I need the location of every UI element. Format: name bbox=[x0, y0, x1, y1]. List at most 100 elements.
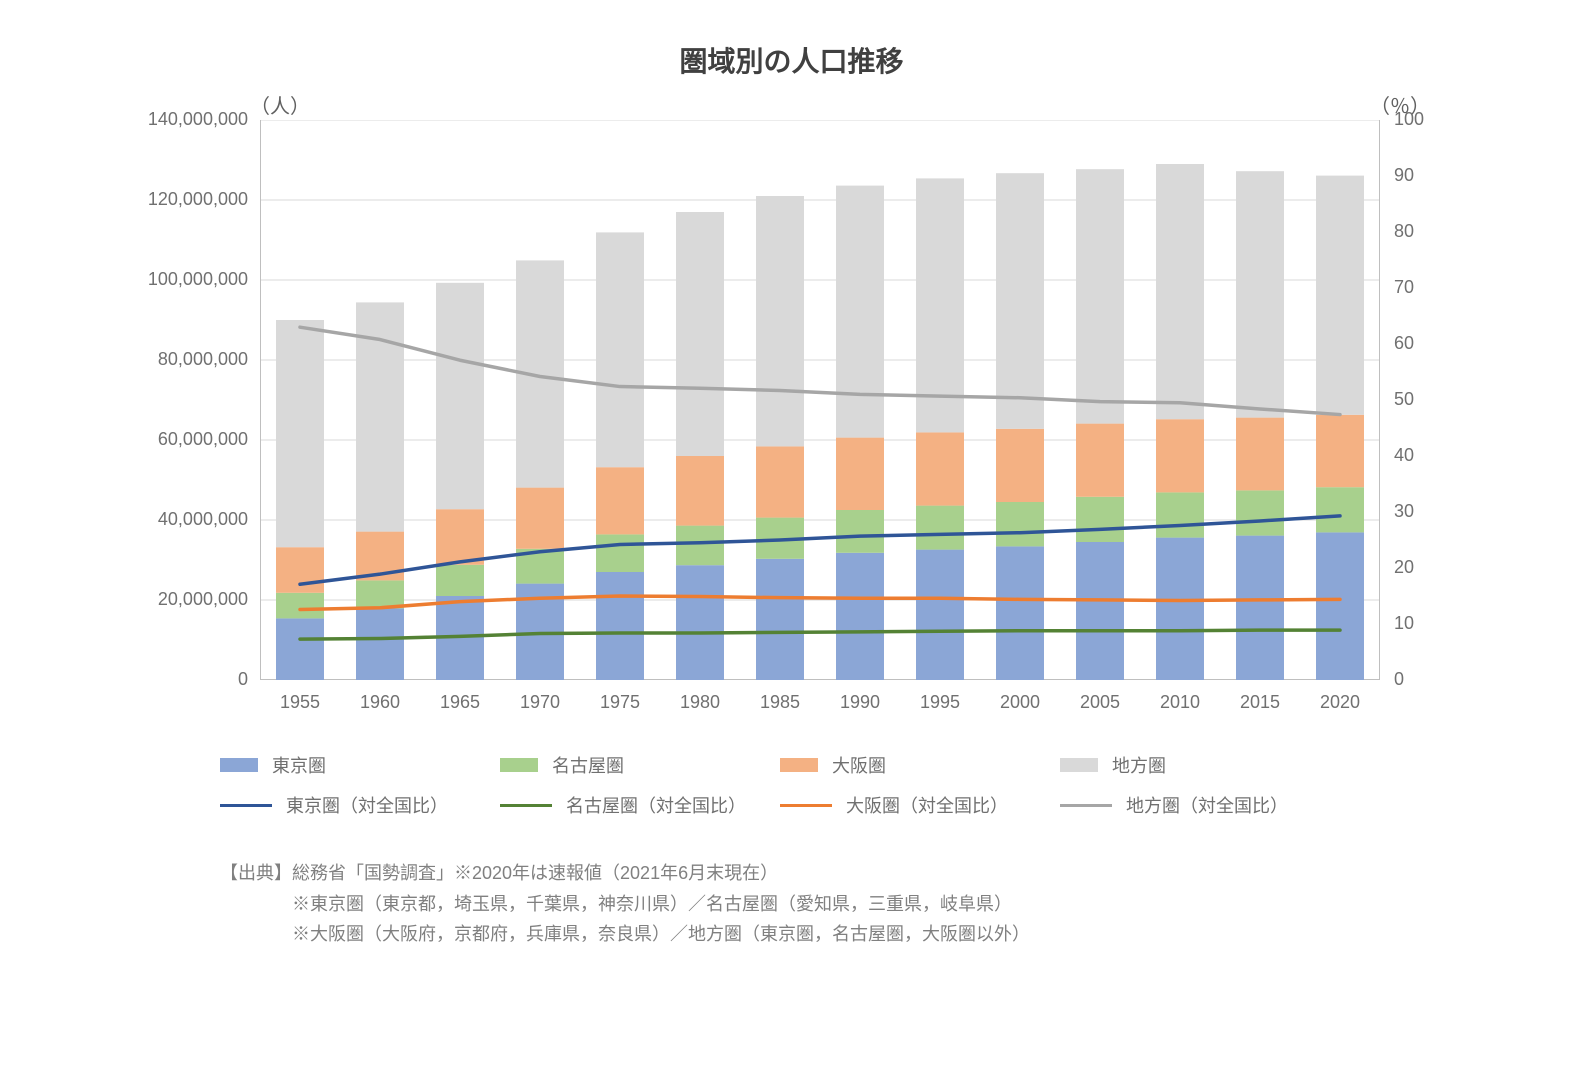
ytick-left: 120,000,000 bbox=[148, 189, 248, 210]
ytick-right: 100 bbox=[1394, 109, 1424, 130]
legend-swatch bbox=[500, 758, 538, 772]
bar-chihou bbox=[1316, 176, 1364, 415]
xtick: 1990 bbox=[840, 692, 880, 713]
ytick-right: 20 bbox=[1394, 557, 1414, 578]
bar-nagoya bbox=[1076, 497, 1124, 542]
legend-item-bar: 名古屋圏 bbox=[500, 752, 780, 778]
bar-osaka bbox=[516, 488, 564, 549]
bar-nagoya bbox=[1316, 487, 1364, 532]
legend: 東京圏 名古屋圏 大阪圏 地方圏 東京圏（対全国比） 名古屋圏（対全国比） 大阪圏（対全国… bbox=[220, 752, 1483, 818]
legend-swatch-line bbox=[1060, 804, 1112, 807]
xtick: 2005 bbox=[1080, 692, 1120, 713]
bar-nagoya bbox=[1236, 490, 1284, 535]
xtick: 2020 bbox=[1320, 692, 1360, 713]
bar-tokyo bbox=[836, 553, 884, 680]
ytick-left: 60,000,000 bbox=[158, 429, 248, 450]
source-notes: 【出典】総務省「国勢調査」※2020年は速報値（2021年6月末現在） ※東京圏… bbox=[220, 858, 1483, 950]
bar-osaka bbox=[1076, 424, 1124, 497]
legend-swatch bbox=[220, 758, 258, 772]
xtick: 1970 bbox=[520, 692, 560, 713]
bar-nagoya bbox=[596, 534, 644, 572]
bar-tokyo bbox=[1156, 538, 1204, 680]
legend-label: 地方圏（対全国比） bbox=[1126, 792, 1288, 818]
xtick: 1975 bbox=[600, 692, 640, 713]
ytick-right: 40 bbox=[1394, 445, 1414, 466]
legend-label: 東京圏（対全国比） bbox=[286, 792, 448, 818]
ytick-left: 140,000,000 bbox=[148, 109, 248, 130]
ytick-left: 80,000,000 bbox=[158, 349, 248, 370]
ytick-left: 0 bbox=[238, 669, 248, 690]
ytick-right: 90 bbox=[1394, 165, 1414, 186]
bar-chihou bbox=[1076, 169, 1124, 423]
bar-osaka bbox=[436, 509, 484, 565]
bar-tokyo bbox=[756, 559, 804, 680]
ytick-right: 10 bbox=[1394, 613, 1414, 634]
bar-osaka bbox=[1236, 418, 1284, 491]
legend-label: 大阪圏 bbox=[832, 752, 886, 778]
xtick: 1985 bbox=[760, 692, 800, 713]
legend-label: 地方圏 bbox=[1112, 752, 1166, 778]
ytick-right: 80 bbox=[1394, 221, 1414, 242]
ytick-right: 60 bbox=[1394, 333, 1414, 354]
source-line: 【出典】総務省「国勢調査」※2020年は速報値（2021年6月末現在） bbox=[220, 858, 1483, 889]
bar-nagoya bbox=[676, 526, 724, 566]
legend-row-lines: 東京圏（対全国比） 名古屋圏（対全国比） 大阪圏（対全国比） 地方圏（対全国比） bbox=[220, 792, 1483, 818]
bar-osaka bbox=[676, 456, 724, 526]
chart-title: 圏域別の人口推移 bbox=[100, 40, 1483, 80]
bar-tokyo bbox=[276, 618, 324, 680]
legend-swatch bbox=[1060, 758, 1098, 772]
legend-item-bar: 地方圏 bbox=[1060, 752, 1340, 778]
bar-nagoya bbox=[996, 502, 1044, 546]
bar-nagoya bbox=[436, 565, 484, 596]
legend-item-bar: 大阪圏 bbox=[780, 752, 1060, 778]
bar-osaka bbox=[836, 438, 884, 510]
bar-tokyo bbox=[1316, 532, 1364, 680]
bar-chihou bbox=[1156, 164, 1204, 419]
bar-osaka bbox=[596, 467, 644, 534]
bar-chihou bbox=[436, 283, 484, 509]
legend-row-bars: 東京圏 名古屋圏 大阪圏 地方圏 bbox=[220, 752, 1483, 778]
xtick: 2000 bbox=[1000, 692, 1040, 713]
bar-tokyo bbox=[1076, 542, 1124, 680]
xtick: 2010 bbox=[1160, 692, 1200, 713]
bar-osaka bbox=[916, 432, 964, 505]
bar-chihou bbox=[836, 186, 884, 438]
legend-label: 東京圏 bbox=[272, 752, 326, 778]
xtick: 1995 bbox=[920, 692, 960, 713]
legend-label: 大阪圏（対全国比） bbox=[846, 792, 1008, 818]
ytick-left: 40,000,000 bbox=[158, 509, 248, 530]
xtick: 1960 bbox=[360, 692, 400, 713]
ytick-left: 100,000,000 bbox=[148, 269, 248, 290]
bar-chihou bbox=[756, 196, 804, 446]
xtick: 1980 bbox=[680, 692, 720, 713]
bar-osaka bbox=[1316, 415, 1364, 487]
source-line: ※東京圏（東京都，埼玉県，千葉県，神奈川県）／名古屋圏（愛知県，三重県，岐阜県） bbox=[220, 889, 1483, 920]
bar-tokyo bbox=[996, 546, 1044, 680]
legend-item-line: 名古屋圏（対全国比） bbox=[500, 792, 780, 818]
bar-tokyo bbox=[916, 550, 964, 680]
bar-tokyo bbox=[356, 608, 404, 680]
bar-nagoya bbox=[356, 580, 404, 608]
bar-tokyo bbox=[1236, 536, 1284, 680]
legend-swatch-line bbox=[220, 804, 272, 807]
legend-swatch bbox=[780, 758, 818, 772]
bar-osaka bbox=[996, 429, 1044, 502]
bar-osaka bbox=[756, 446, 804, 517]
y-left-unit: （人） bbox=[250, 90, 310, 119]
ytick-right: 70 bbox=[1394, 277, 1414, 298]
legend-label: 名古屋圏 bbox=[552, 752, 624, 778]
chart-container: 圏域別の人口推移 （人） （％） 020,000,00040,000,00060… bbox=[0, 0, 1583, 1086]
legend-swatch-line bbox=[500, 804, 552, 807]
bar-chihou bbox=[676, 212, 724, 456]
bar-chihou bbox=[596, 232, 644, 467]
legend-item-line: 大阪圏（対全国比） bbox=[780, 792, 1060, 818]
bar-tokyo bbox=[596, 572, 644, 680]
legend-item-line: 東京圏（対全国比） bbox=[220, 792, 500, 818]
ytick-right: 50 bbox=[1394, 389, 1414, 410]
xtick: 1965 bbox=[440, 692, 480, 713]
plot-svg bbox=[260, 120, 1380, 680]
bar-nagoya bbox=[1156, 492, 1204, 537]
bar-chihou bbox=[1236, 171, 1284, 417]
xtick: 1955 bbox=[280, 692, 320, 713]
ytick-right: 0 bbox=[1394, 669, 1404, 690]
